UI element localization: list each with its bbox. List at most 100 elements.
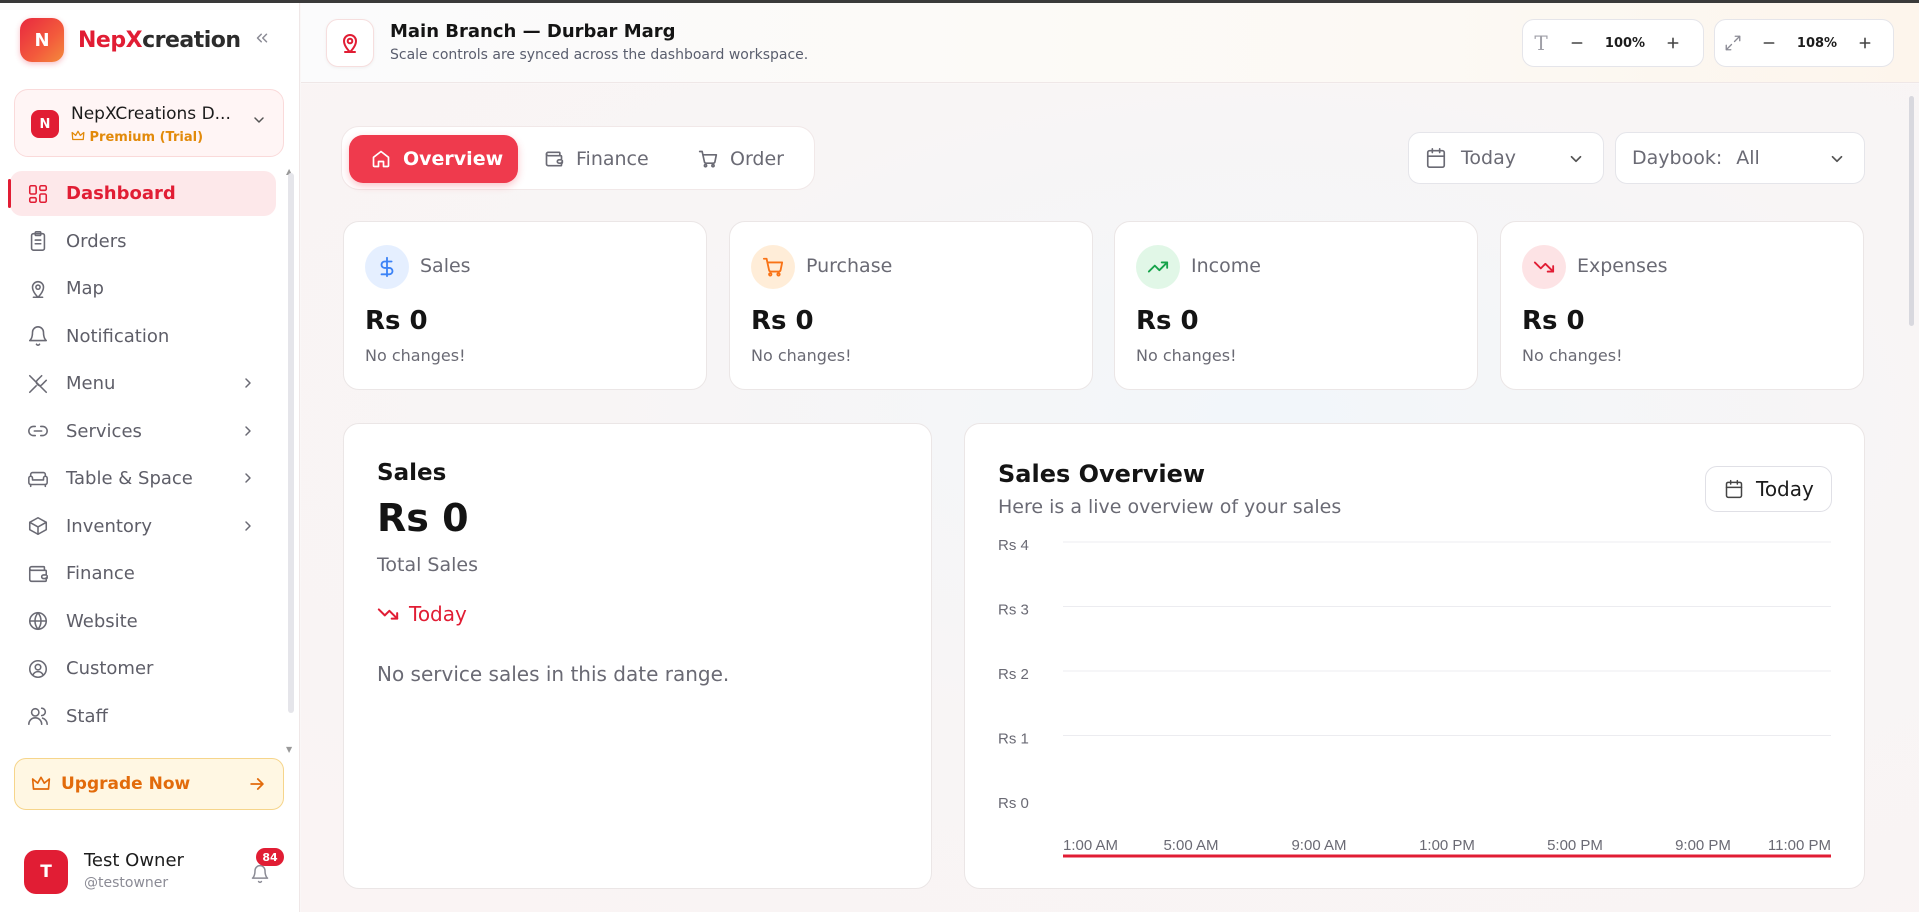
utensils-icon [28, 374, 48, 393]
trend-down-icon [377, 608, 399, 620]
sidebar-item-menu[interactable]: Menu [10, 361, 276, 406]
zoom-value: 108% [1796, 35, 1838, 51]
chevron-right-icon [245, 378, 251, 388]
overview-subtitle: Here is a live overview of your sales [998, 496, 1342, 518]
globe-icon [26, 609, 50, 633]
brand-name-part2: X [125, 27, 143, 53]
box-icon [26, 514, 50, 538]
tab-finance-label: Finance [576, 148, 649, 170]
dashboard-icon [28, 184, 48, 203]
clipboard-icon [26, 229, 50, 253]
chevron-right-icon [245, 520, 251, 531]
plus-icon [1859, 37, 1871, 49]
sidebar-item-label: Services [66, 420, 142, 442]
top-header: Main Branch — Durbar Marg Scale controls… [301, 3, 1919, 83]
sidebar-item-customer[interactable]: Customer [10, 646, 276, 691]
collapse-sidebar-button[interactable] [250, 29, 274, 53]
user-name: Test Owner [84, 850, 184, 871]
sidebar: N NepXcreation N NepXCreations D... Prem… [0, 3, 300, 912]
zoom-increase-button[interactable] [1847, 25, 1883, 61]
sidebar-item-label: Table & Space [66, 468, 193, 489]
stat-card-purchase[interactable]: Purchase Rs 0 No changes! [729, 221, 1093, 390]
chart-x-tick-label: 11:00 PM [1768, 837, 1831, 854]
stat-label: Income [1191, 255, 1261, 277]
notifications-button[interactable] [250, 864, 270, 888]
chevron-down-icon [251, 112, 267, 132]
sidebar-item-website[interactable]: Website [10, 599, 276, 644]
upgrade-button[interactable]: Upgrade Now [14, 758, 284, 810]
overview-range-button[interactable]: Today [1705, 466, 1832, 512]
chart-x-tick-label: 5:00 PM [1547, 837, 1603, 854]
sidebar-nav: Dashboard Orders Map Notification Menu Servic… [8, 171, 276, 741]
sales-trend: Today [377, 602, 467, 626]
map-pin-icon [26, 277, 50, 301]
zoom-decrease-button[interactable] [1751, 25, 1787, 61]
calendar-icon [1725, 479, 1743, 499]
double-chevron-left-icon [256, 33, 268, 43]
stat-card-income[interactable]: Income Rs 0 No changes! [1114, 221, 1478, 390]
stat-label: Expenses [1577, 255, 1668, 277]
expand-icon [1715, 25, 1751, 61]
sidebar-item-map[interactable]: Map [10, 266, 276, 311]
chart-x-tick-label: 9:00 AM [1291, 837, 1346, 854]
sidebar-item-label: Inventory [66, 515, 152, 537]
sidebar-item-inventory[interactable]: Inventory [10, 504, 276, 549]
chart-y-tick-label: Rs 0 [998, 795, 1029, 812]
sidebar-item-staff[interactable]: Staff [10, 694, 276, 739]
stat-value: Rs 0 [1136, 306, 1199, 336]
brand[interactable]: N NepXcreation [20, 18, 241, 62]
sales-card-title: Sales [377, 460, 447, 486]
workspace-switcher[interactable]: N NepXCreations D... Premium (Trial) [14, 89, 284, 157]
sidebar-item-dashboard[interactable]: Dashboard [8, 171, 276, 216]
sidebar-item-label: Notification [66, 325, 170, 347]
chart-x-tick-label: 5:00 AM [1163, 837, 1218, 854]
sidebar-item-orders[interactable]: Orders [10, 219, 276, 264]
chart-x-tick-label: 1:00 AM [1063, 837, 1118, 854]
sales-card-subtitle: Total Sales [377, 554, 478, 576]
stat-change: No changes! [365, 346, 466, 365]
user-handle: @testowner [84, 875, 169, 891]
chart-x-tick-label: 1:00 PM [1419, 837, 1475, 854]
text-scale-value: 100% [1604, 35, 1646, 51]
upgrade-label: Upgrade Now [61, 774, 191, 794]
text-scale-increase-button[interactable] [1655, 25, 1691, 61]
sidebar-item-services[interactable]: Services [10, 409, 276, 454]
brand-logo-letter: N [34, 29, 50, 51]
avatar: T [24, 850, 68, 894]
tab-order-label: Order [730, 148, 784, 170]
tab-order[interactable]: Order [676, 135, 806, 183]
date-filter-select[interactable]: Today [1408, 132, 1604, 184]
main-scrollbar[interactable] [1909, 96, 1914, 326]
chart-y-tick-label: Rs 2 [998, 666, 1029, 683]
scroll-up-arrow-icon[interactable]: ▲ [286, 167, 293, 176]
tab-finance[interactable]: Finance [522, 135, 672, 183]
stat-value: Rs 0 [1522, 306, 1585, 336]
workspace-plan-label: Premium (Trial) [89, 130, 204, 145]
scroll-down-arrow-icon[interactable]: ▼ [286, 745, 293, 754]
stat-card-expenses[interactable]: Expenses Rs 0 No changes! [1500, 221, 1864, 390]
sidebar-item-table-space[interactable]: Table & Space [10, 456, 276, 501]
sidebar-item-label: Dashboard [66, 183, 176, 204]
sidebar-scrollbar[interactable] [288, 173, 294, 713]
user-profile[interactable]: T Test Owner @testowner 84 [24, 848, 284, 898]
dashboard-icon [26, 182, 50, 206]
cart-icon [762, 257, 784, 277]
sidebar-item-label: Staff [66, 705, 108, 727]
tab-overview[interactable]: Overview [349, 135, 518, 183]
sales-summary-card: Sales Rs 0 Total Sales Today No service … [343, 423, 932, 889]
stat-card-sales[interactable]: Sales Rs 0 No changes! [343, 221, 707, 390]
daybook-filter-select[interactable]: Daybook: All [1615, 132, 1865, 184]
sidebar-item-notification[interactable]: Notification [10, 314, 276, 359]
sofa-icon [26, 467, 50, 491]
notification-count-badge: 84 [256, 848, 284, 866]
daybook-label: Daybook: [1632, 147, 1723, 169]
stat-label: Sales [420, 255, 471, 277]
stat-icon-circle [365, 245, 409, 289]
dashboard-tabs: Overview Finance Order [341, 126, 815, 190]
trend-down-icon [1533, 261, 1555, 273]
brand-logo: N [20, 18, 64, 62]
user-circle-icon [26, 657, 50, 681]
text-scale-decrease-button[interactable] [1559, 25, 1595, 61]
sidebar-item-finance[interactable]: Finance [10, 551, 276, 596]
branch-icon-box [326, 19, 374, 67]
